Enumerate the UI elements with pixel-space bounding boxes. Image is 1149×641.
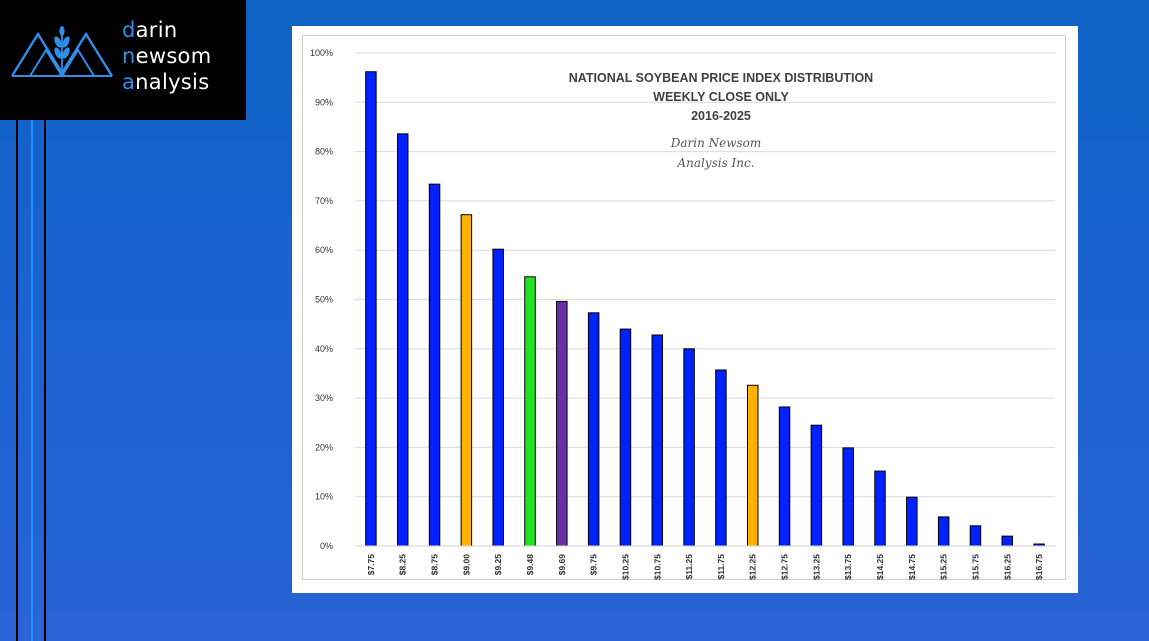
bar	[715, 369, 727, 547]
x-tick-label: $12.25	[748, 554, 758, 580]
bar	[428, 183, 441, 547]
x-tick-label: $9.48	[525, 554, 535, 576]
bar	[651, 334, 664, 547]
x-tick-label: $8.75	[430, 554, 440, 576]
decorative-line-middle	[31, 120, 33, 641]
x-tick-label: $16.25	[1002, 554, 1012, 580]
chart-watermark-line-1: Darin Newsom	[670, 136, 762, 150]
chart-plot-frame: 0% 10% 20% 30% 40% 50% 60% 70% 80% 90% 100% $7.75 $…	[302, 35, 1066, 580]
bar	[524, 276, 536, 547]
bar	[969, 525, 982, 547]
x-tick-label: $11.75	[716, 554, 726, 580]
bar	[1001, 535, 1014, 547]
chart-card: 0% 10% 20% 30% 40% 50% 60% 70% 80% 90% 100% $7.75 $…	[292, 26, 1078, 593]
x-tick-label: $14.75	[907, 554, 917, 580]
bar	[460, 214, 473, 547]
y-tick-label: 10%	[315, 492, 333, 502]
y-tick-label: 70%	[315, 196, 333, 206]
x-axis-ticks: $7.75 $8.25 $8.75 $9.00 $9.25 $9.48 $9.69 $9.75…	[366, 554, 1044, 580]
x-tick-label: $7.75	[366, 554, 376, 576]
chart-title-line-3: 2016-2025	[691, 109, 751, 123]
x-tick-label: $13.75	[843, 554, 853, 580]
x-tick-label: $16.75	[1034, 554, 1044, 580]
bar	[810, 424, 823, 547]
y-tick-label: 40%	[315, 344, 333, 354]
y-tick-label: 90%	[315, 97, 333, 107]
bar	[842, 447, 854, 547]
decorative-line-left	[16, 120, 18, 641]
bar	[396, 133, 409, 547]
y-tick-label: 0%	[320, 541, 333, 551]
brand-line-1: darin	[122, 18, 178, 42]
brand-logo: darin newsom analysis	[0, 0, 246, 120]
y-axis-ticks: 0% 10% 20% 30% 40% 50% 60% 70% 80% 90% 100%	[310, 48, 333, 551]
bar	[906, 496, 918, 547]
decorative-line-right	[44, 120, 46, 641]
bar	[492, 248, 504, 547]
x-tick-label: $10.25	[620, 554, 630, 580]
chart-title-line-1: NATIONAL SOYBEAN PRICE INDEX DISTRIBUTIO…	[569, 71, 873, 85]
y-tick-label: 50%	[315, 295, 333, 305]
bar	[778, 406, 791, 547]
x-tick-label: $9.75	[589, 554, 599, 576]
bar-chart: 0%10%20%30%40%50%60%70%80%90%100% $7.75 $…	[310, 48, 1055, 580]
y-tick-label: 60%	[315, 245, 333, 255]
x-tick-label: $8.25	[398, 554, 408, 576]
x-tick-label: $9.00	[461, 554, 471, 576]
y-tick-label: 20%	[315, 442, 333, 452]
x-tick-label: $9.69	[557, 554, 567, 576]
chart-title-line-2: WEEKLY CLOSE ONLY	[653, 90, 789, 104]
x-tick-label: $11.25	[684, 554, 694, 580]
chart-watermark-line-2: Analysis Inc.	[676, 156, 754, 170]
x-tick-label: $15.25	[939, 554, 949, 580]
bar	[365, 71, 377, 547]
bar	[587, 312, 600, 547]
y-tick-label: 30%	[315, 393, 333, 403]
x-tick-label: $9.25	[493, 554, 503, 576]
bar	[937, 516, 950, 547]
y-tick-label: 80%	[315, 147, 333, 157]
x-tick-label: $15.75	[970, 554, 980, 580]
x-tick-label: $10.75	[652, 554, 662, 580]
brand-wordmark: darin newsom analysis	[122, 17, 211, 95]
bar	[874, 470, 886, 547]
x-tick-label: $13.25	[811, 554, 821, 580]
mountains-wheat-icon	[10, 26, 114, 78]
bar	[746, 384, 759, 547]
bar	[683, 348, 695, 547]
bar	[556, 300, 568, 547]
y-tick-label: 100%	[310, 48, 333, 58]
x-tick-label: $14.25	[875, 554, 885, 580]
x-tick-label: $12.75	[780, 554, 790, 580]
bars	[365, 71, 1045, 547]
brand-line-2: newsom	[122, 44, 212, 68]
bar	[619, 328, 632, 547]
brand-line-3: analysis	[122, 70, 210, 94]
